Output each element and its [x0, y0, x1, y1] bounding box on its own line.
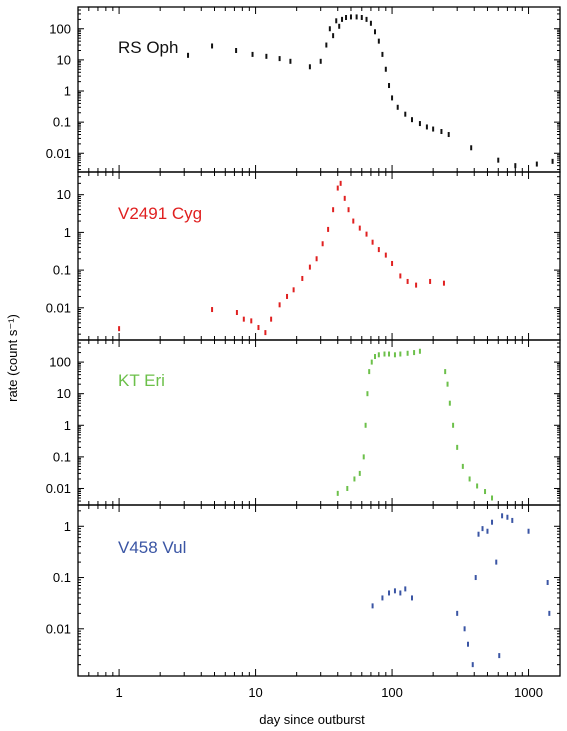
panel-1: 0.01 0.1 1 10 V2491 Cyg: [46, 171, 561, 341]
panel-3: 0.01 0.1 1 V458 Vul: [46, 504, 561, 677]
panel-frame: [77, 339, 561, 506]
panel-frame: [77, 504, 561, 677]
panel-label: V2491 Cyg: [118, 204, 202, 223]
x-tick-label: 100: [381, 685, 403, 700]
panel-0: 0.01 0.1 1 10 100 RS Oph: [46, 6, 561, 173]
y-tick-label: 1: [64, 225, 71, 240]
y-tick-label: 0.01: [46, 300, 71, 315]
y-tick-label: 10: [57, 52, 71, 67]
panel-label: KT Eri: [118, 371, 165, 390]
y-tick-label: 100: [49, 355, 71, 370]
y-tick-label: 10: [57, 386, 71, 401]
x-axis-title: day since outburst: [259, 712, 365, 727]
panel-frame: [77, 171, 561, 341]
y-tick-label: 0.01: [46, 146, 71, 161]
panel-frame: [77, 6, 561, 173]
panel-2: 0.01 0.1 1 10 100 KT Eri: [46, 339, 561, 506]
y-axis-title: rate (count s⁻¹): [5, 314, 20, 402]
y-tick-label: 0.01: [46, 621, 71, 636]
y-tick-label: 1: [64, 519, 71, 534]
y-tick-label: 0.1: [53, 570, 71, 585]
x-tick-label: 10: [248, 685, 262, 700]
x-tick-label: 1000: [514, 685, 543, 700]
y-tick-label: 0.1: [53, 263, 71, 278]
panel-label: V458 Vul: [118, 538, 186, 557]
y-tick-label: 10: [57, 187, 71, 202]
y-tick-label: 1: [64, 84, 71, 99]
x-tick-label: 1: [115, 685, 122, 700]
y-tick-label: 100: [49, 21, 71, 36]
y-tick-label: 0.01: [46, 481, 71, 496]
y-tick-label: 0.1: [53, 449, 71, 464]
y-tick-label: 0.1: [53, 115, 71, 130]
y-tick-label: 1: [64, 418, 71, 433]
panel-label: RS Oph: [118, 38, 178, 57]
